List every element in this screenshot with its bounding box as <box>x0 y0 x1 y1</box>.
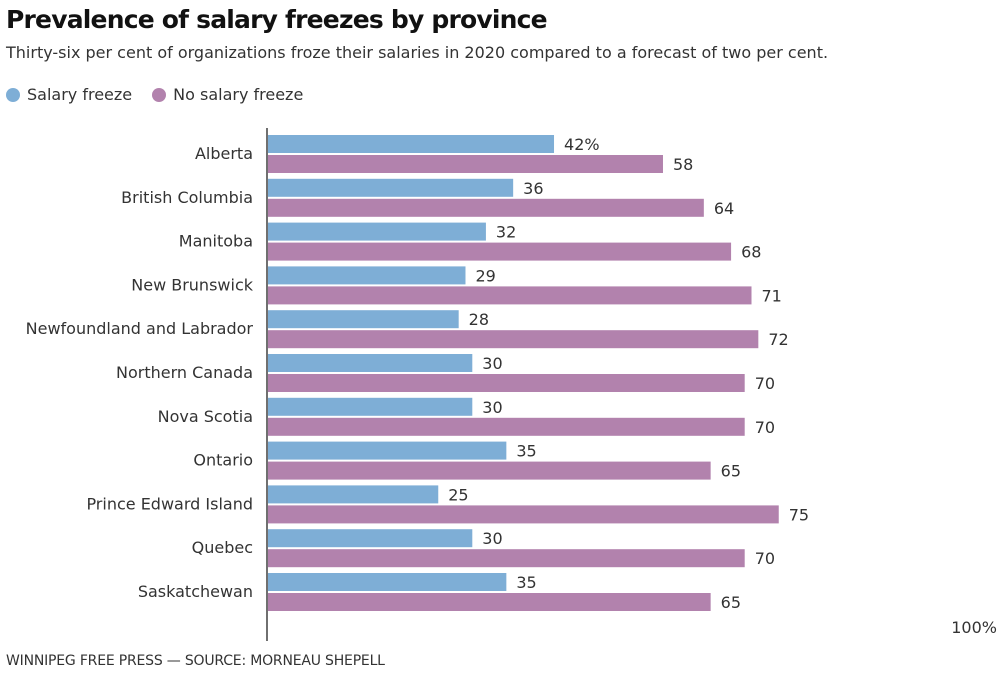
bar-salary-freeze-nova-scotia <box>268 397 473 416</box>
value-label-no-salary-freeze-quebec: 70 <box>755 549 775 568</box>
chart-subtitle: Thirty-six per cent of organizations fro… <box>6 43 829 62</box>
bar-salary-freeze-saskatchewan <box>268 573 507 591</box>
bar-salary-freeze-new-brunswick <box>268 266 466 285</box>
legend-swatch-salary-freeze <box>6 87 20 102</box>
bar-no-salary-freeze-newfoundland-and-labrador <box>268 330 759 349</box>
value-label-no-salary-freeze-new-brunswick: 71 <box>762 286 782 305</box>
bar-no-salary-freeze-manitoba <box>268 242 732 261</box>
bar-salary-freeze-ontario <box>268 441 507 460</box>
legend-label-no-salary-freeze: No salary freeze <box>173 85 304 104</box>
bar-no-salary-freeze-prince-edward-island <box>268 505 779 524</box>
labels-group: Alberta 42% 58 British Columbia 36 64 Manitoba… <box>26 135 809 612</box>
bar-no-salary-freeze-british-columbia <box>268 198 704 217</box>
value-label-no-salary-freeze-newfoundland-and-labrador: 72 <box>768 330 788 349</box>
value-label-no-salary-freeze-nova-scotia: 70 <box>755 418 775 437</box>
bar-no-salary-freeze-quebec <box>268 549 745 568</box>
category-label-new-brunswick: New Brunswick <box>131 275 253 294</box>
bar-salary-freeze-manitoba <box>268 222 486 241</box>
bar-no-salary-freeze-alberta <box>268 155 663 173</box>
value-label-no-salary-freeze-ontario: 65 <box>721 462 741 481</box>
category-label-nova-scotia: Nova Scotia <box>158 407 253 426</box>
category-label-british-columbia: British Columbia <box>121 188 253 207</box>
value-label-no-salary-freeze-prince-edward-island: 75 <box>789 505 809 524</box>
value-label-no-salary-freeze-british-columbia: 64 <box>714 199 734 218</box>
bar-salary-freeze-british-columbia <box>268 178 514 197</box>
value-label-no-salary-freeze-manitoba: 68 <box>741 243 761 262</box>
legend-label-salary-freeze: Salary freeze <box>27 85 133 104</box>
value-label-no-salary-freeze-alberta: 58 <box>673 155 693 174</box>
legend-swatch-no-salary-freeze <box>152 87 167 102</box>
value-label-no-salary-freeze-saskatchewan: 65 <box>721 593 741 612</box>
value-label-salary-freeze-newfoundland-and-labrador: 28 <box>469 310 489 329</box>
bar-no-salary-freeze-ontario <box>268 461 711 480</box>
category-label-alberta: Alberta <box>195 144 253 163</box>
value-label-salary-freeze-northern-canada: 30 <box>482 354 502 373</box>
value-label-salary-freeze-saskatchewan: 35 <box>516 573 536 592</box>
bar-salary-freeze-alberta <box>268 135 555 153</box>
chart-title: Prevalence of salary freezes by province <box>6 5 548 34</box>
category-label-manitoba: Manitoba <box>179 232 253 251</box>
axis-end-label: 100% <box>951 618 997 637</box>
value-label-salary-freeze-british-columbia: 36 <box>523 179 543 198</box>
value-label-salary-freeze-quebec: 30 <box>482 529 502 548</box>
bar-salary-freeze-northern-canada <box>268 354 473 372</box>
value-label-salary-freeze-nova-scotia: 30 <box>482 398 502 417</box>
category-label-ontario: Ontario <box>193 451 253 470</box>
bar-no-salary-freeze-saskatchewan <box>268 593 711 611</box>
legend-item-no-salary-freeze: No salary freeze <box>152 85 303 104</box>
bar-salary-freeze-quebec <box>268 529 473 548</box>
category-label-quebec: Quebec <box>192 538 253 557</box>
legend: Salary freeze No salary freeze <box>6 85 323 104</box>
bar-salary-freeze-prince-edward-island <box>268 485 439 504</box>
source-credit: WINNIPEG FREE PRESS — SOURCE: MORNEAU SH… <box>6 653 385 669</box>
category-label-saskatchewan: Saskatchewan <box>138 582 253 601</box>
bar-no-salary-freeze-nova-scotia <box>268 417 745 436</box>
bar-no-salary-freeze-northern-canada <box>268 374 745 392</box>
value-label-salary-freeze-new-brunswick: 29 <box>475 266 495 285</box>
category-label-prince-edward-island: Prince Edward Island <box>86 494 253 513</box>
category-label-newfoundland-and-labrador: Newfoundland and Labrador <box>26 319 254 338</box>
category-label-northern-canada: Northern Canada <box>116 363 253 382</box>
value-label-no-salary-freeze-northern-canada: 70 <box>755 374 775 393</box>
value-label-salary-freeze-alberta: 42% <box>564 135 600 154</box>
bar-no-salary-freeze-new-brunswick <box>268 286 752 305</box>
value-label-salary-freeze-ontario: 35 <box>516 442 536 461</box>
bar-salary-freeze-newfoundland-and-labrador <box>268 310 459 329</box>
value-label-salary-freeze-manitoba: 32 <box>496 223 516 242</box>
bars-group <box>268 135 779 611</box>
legend-item-salary-freeze: Salary freeze <box>6 85 132 104</box>
value-label-salary-freeze-prince-edward-island: 25 <box>448 485 468 504</box>
